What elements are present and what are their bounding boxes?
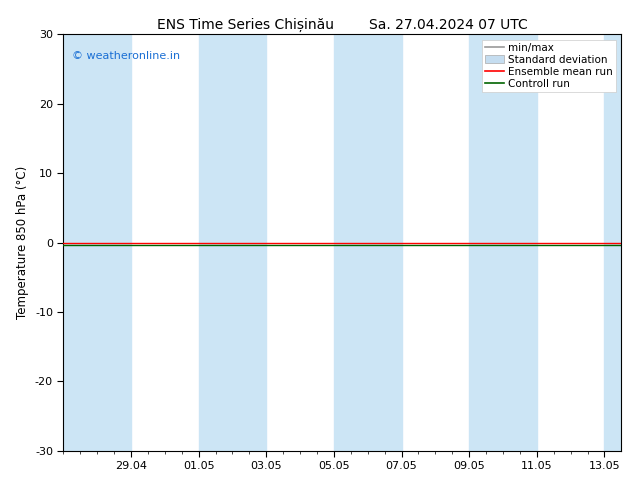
Bar xyxy=(198,34,266,451)
Title: ENS Time Series Chișinău        Sa. 27.04.2024 07 UTC: ENS Time Series Chișinău Sa. 27.04.2024 … xyxy=(157,18,527,32)
Bar xyxy=(469,34,537,451)
Bar xyxy=(604,34,621,451)
Y-axis label: Temperature 850 hPa (°C): Temperature 850 hPa (°C) xyxy=(16,166,29,319)
Bar xyxy=(334,34,401,451)
Text: © weatheronline.in: © weatheronline.in xyxy=(72,51,180,61)
Bar xyxy=(63,34,131,451)
Legend: min/max, Standard deviation, Ensemble mean run, Controll run: min/max, Standard deviation, Ensemble me… xyxy=(482,40,616,92)
